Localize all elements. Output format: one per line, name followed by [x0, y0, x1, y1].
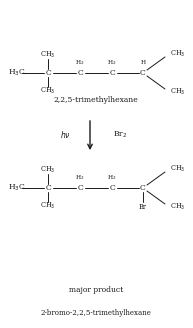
Text: C: C — [109, 184, 115, 192]
Text: C: C — [45, 69, 51, 77]
Text: CH$_3$: CH$_3$ — [170, 164, 185, 174]
Text: CH$_3$: CH$_3$ — [170, 87, 185, 97]
Text: major product: major product — [69, 286, 123, 294]
Text: H$_2$: H$_2$ — [75, 174, 85, 182]
Text: C: C — [140, 69, 146, 77]
Text: 2-bromo-2,2,5-trimethylhexane: 2-bromo-2,2,5-trimethylhexane — [41, 309, 152, 317]
Text: H: H — [141, 60, 146, 66]
Text: Br$_2$: Br$_2$ — [113, 130, 127, 140]
Text: CH$_3$: CH$_3$ — [170, 202, 185, 212]
Text: Br: Br — [139, 203, 147, 211]
Text: 2,2,5-trimethylhexane: 2,2,5-trimethylhexane — [54, 96, 138, 104]
Text: H$_3$C: H$_3$C — [8, 68, 26, 78]
Text: $h\nu$: $h\nu$ — [60, 130, 70, 140]
Text: C: C — [140, 184, 146, 192]
Text: CH$_3$: CH$_3$ — [40, 86, 56, 96]
Text: C: C — [77, 69, 83, 77]
Text: C: C — [109, 69, 115, 77]
Text: H$_2$: H$_2$ — [107, 174, 117, 182]
Text: H$_2$: H$_2$ — [75, 59, 85, 68]
Text: CH$_3$: CH$_3$ — [40, 165, 56, 175]
Text: C: C — [77, 184, 83, 192]
Text: CH$_3$: CH$_3$ — [170, 49, 185, 59]
Text: C: C — [45, 184, 51, 192]
Text: H$_2$: H$_2$ — [107, 59, 117, 68]
Text: CH$_3$: CH$_3$ — [40, 50, 56, 60]
Text: CH$_3$: CH$_3$ — [40, 201, 56, 211]
Text: H$_3$C: H$_3$C — [8, 183, 26, 193]
